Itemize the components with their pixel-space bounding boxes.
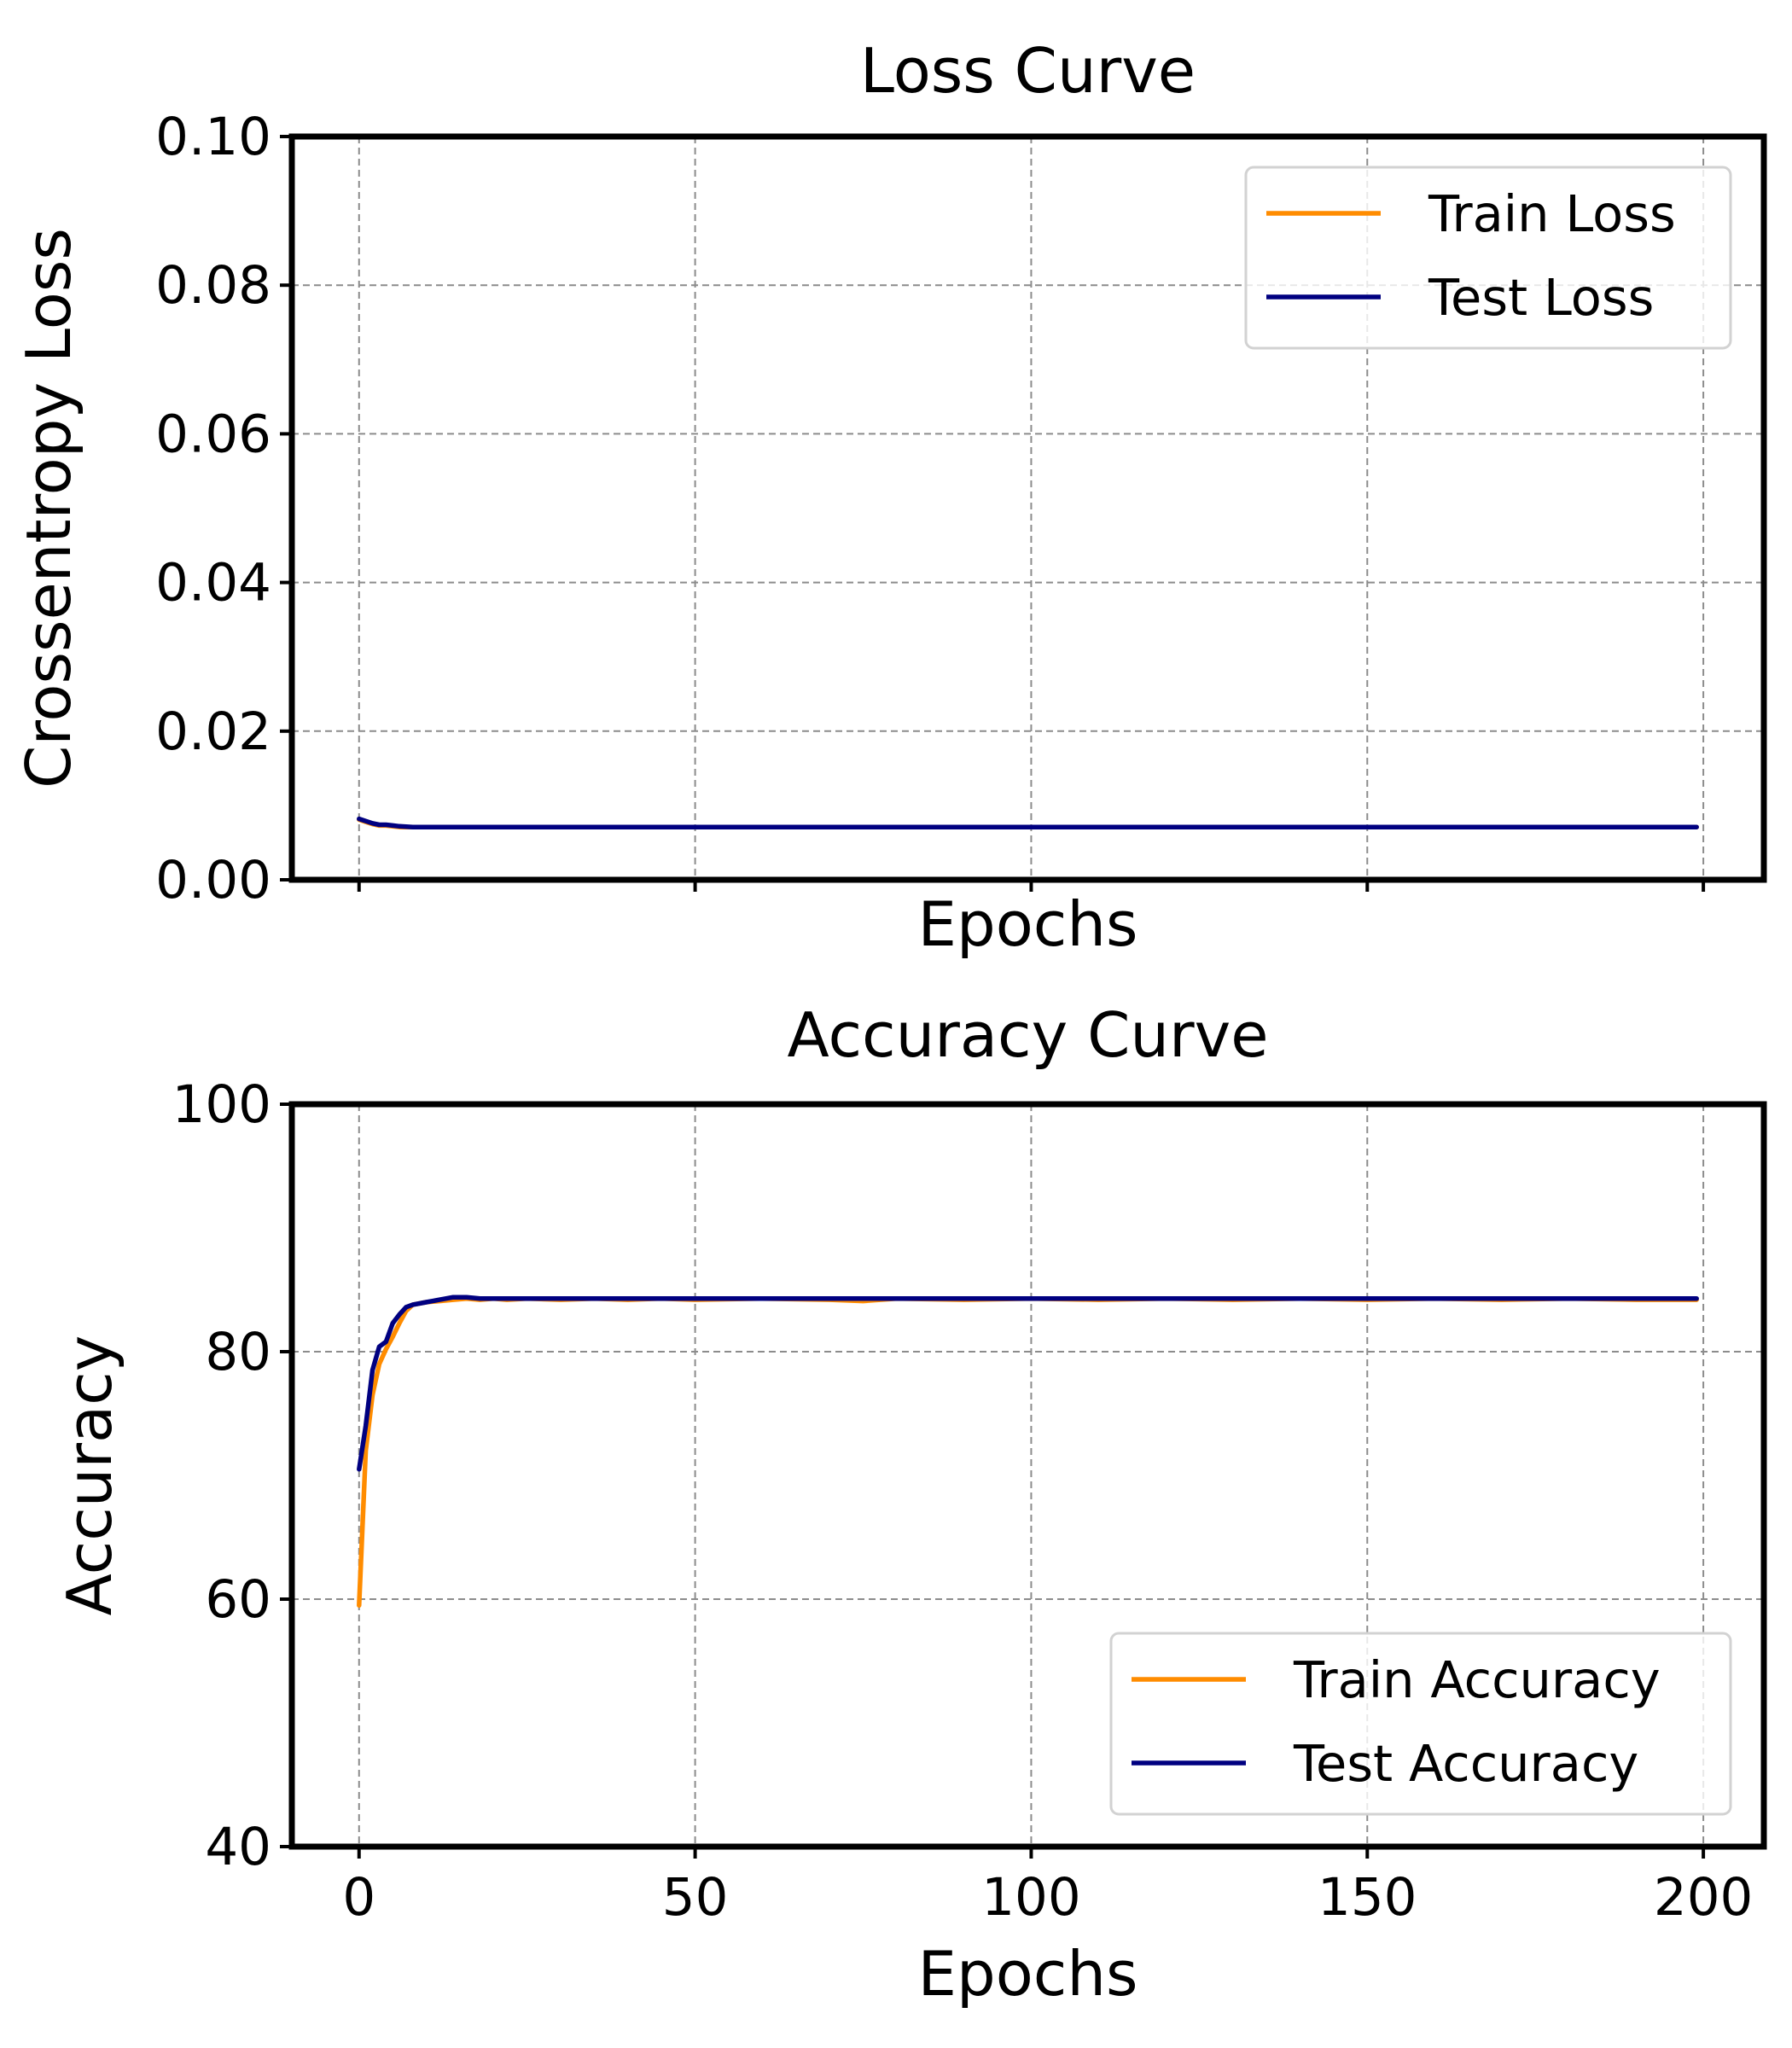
y-tick-label: 80: [205, 1322, 271, 1382]
y-tick-label: 0.00: [155, 850, 271, 911]
y-tick-label: 60: [205, 1569, 271, 1630]
y-tick-label: 0.06: [155, 404, 271, 464]
y-tick-label: 0.10: [155, 107, 271, 167]
x-tick-label: 200: [1654, 1867, 1753, 1928]
y-tick-label: 0.04: [155, 553, 271, 614]
plot-frame: [288, 1101, 1767, 1850]
chart-title: Loss Curve: [860, 35, 1196, 107]
y-axis-label: Crossentropy Loss: [13, 228, 84, 788]
legend-box: [1109, 1632, 1732, 1816]
x-axis-label: Epochs: [918, 1938, 1138, 2010]
legend-label: Train Loss: [1428, 184, 1676, 243]
x-tick-label: 0: [342, 1867, 375, 1928]
y-tick-label: 100: [172, 1074, 271, 1135]
chart-title: Accuracy Curve: [787, 999, 1268, 1071]
y-tick-label: 40: [205, 1817, 271, 1877]
test-accuracy-line: [357, 1295, 1699, 1472]
y-tick-label: 0.02: [155, 701, 271, 762]
x-axis-label: Epochs: [918, 888, 1138, 960]
legend-label: Test Accuracy: [1293, 1734, 1638, 1793]
plot-frame: [288, 133, 1767, 883]
y-tick-label: 0.08: [155, 255, 271, 316]
accuracy-curve-plot: 0 50 100 150 200 40 60 80 100 Accuracy Curve Epoch…: [54, 999, 1767, 2010]
x-tick-label: 150: [1318, 1867, 1417, 1928]
x-tick-label: 50: [662, 1867, 729, 1928]
x-tick-label: 100: [981, 1867, 1080, 1928]
legend-label: Test Loss: [1428, 268, 1654, 327]
test-loss-line: [357, 816, 1699, 829]
train-accuracy-line: [357, 1295, 1699, 1609]
y-axis-label: Accuracy: [54, 1335, 125, 1616]
legend-label: Train Accuracy: [1293, 1650, 1661, 1709]
loss-curve-plot: 0.00 0.02 0.04 0.06 0.08 0.10 Loss Curve Epochs…: [13, 35, 1767, 960]
